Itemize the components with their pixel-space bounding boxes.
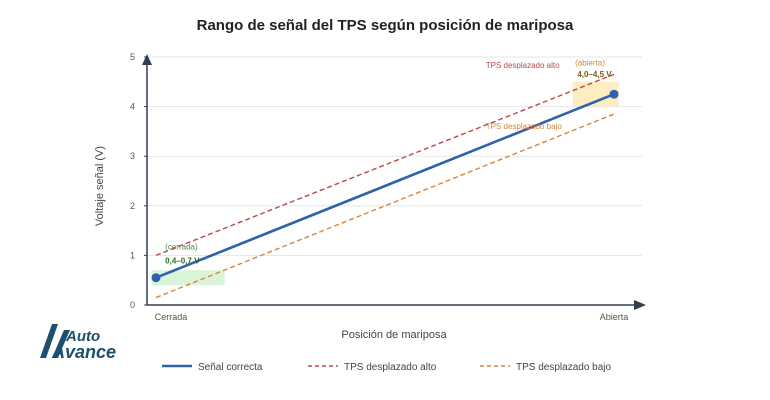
annotation-abierta: (abierta) [575, 58, 605, 67]
autoavance-logo: Auto Avance [40, 324, 116, 362]
annotation-rango-cerrada: 0,4–0,7 V [165, 256, 200, 265]
series-line-1 [155, 73, 615, 257]
logo-line1: Auto [65, 328, 100, 345]
chart-title: Rango de señal del TPS según posición de… [197, 17, 574, 34]
annotation-cerrada: (cerrada) [165, 242, 198, 251]
y-axis-arrow-icon [142, 54, 152, 65]
series-0-point-0 [151, 273, 161, 283]
legend: Señal correcta TPS desplazado alto TPS des… [162, 362, 612, 373]
x-axis-title: Posición de mariposa [341, 329, 447, 341]
highlight-bands [151, 81, 619, 286]
y-tick-label-1: 1 [130, 250, 135, 260]
legend-label-1: TPS desplazado alto [344, 362, 437, 373]
annotation-rango-abierta: 4,0–4,5 V [577, 70, 612, 79]
series-lines [151, 73, 619, 299]
logo-line2: Avance [51, 342, 116, 362]
series-line-0 [155, 92, 615, 279]
grid-lines [147, 56, 642, 256]
axes [142, 54, 646, 310]
y-tick-label-0: 0 [130, 300, 135, 310]
annotation-desplazado-bajo: TPS desplazado bajo [486, 122, 563, 131]
logo-slash-icon-2 [52, 330, 70, 358]
x-tick-label-0: Cerrada [155, 312, 188, 322]
y-tick-label-4: 4 [130, 102, 135, 112]
series-0-point-1 [609, 89, 619, 99]
x-axis-arrow-icon [634, 300, 646, 310]
x-tick-labels: Cerrada Abierta [155, 312, 629, 322]
annotations: (cerrada) 0,4–0,7 V TPS desplazado alto (ab… [165, 58, 612, 265]
y-tick-labels: 0 1 2 3 4 5 [130, 52, 147, 310]
y-axis-title: Voltaje señal (V) [94, 146, 106, 226]
series-line-2 [155, 113, 615, 299]
band-0 [151, 270, 225, 286]
y-tick-label-2: 2 [130, 201, 135, 211]
legend-label-0: Señal correcta [198, 362, 263, 373]
y-tick-label-3: 3 [130, 151, 135, 161]
legend-label-2: TPS desplazado bajo [516, 362, 612, 373]
y-tick-label-5: 5 [130, 52, 135, 62]
x-tick-label-1: Abierta [600, 312, 629, 322]
logo-slash-icon [40, 324, 58, 358]
annotation-desplazado-alto: TPS desplazado alto [486, 61, 560, 70]
